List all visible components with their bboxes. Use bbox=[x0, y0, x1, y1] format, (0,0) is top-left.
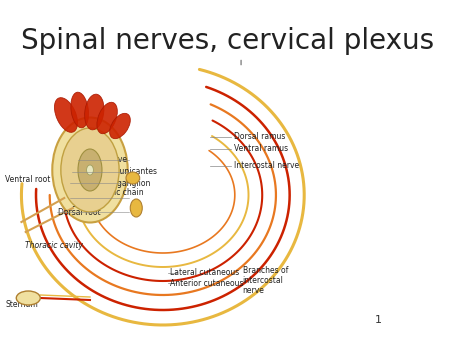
Text: Ventral root: Ventral root bbox=[5, 175, 50, 184]
Ellipse shape bbox=[97, 102, 117, 134]
Text: Rami communicantes: Rami communicantes bbox=[74, 167, 157, 176]
Ellipse shape bbox=[78, 149, 102, 191]
Ellipse shape bbox=[52, 118, 128, 222]
Text: Thoracic cavity: Thoracic cavity bbox=[26, 241, 83, 249]
Text: Dorsal root: Dorsal root bbox=[58, 208, 101, 217]
Text: Spinal nerve: Spinal nerve bbox=[80, 155, 127, 164]
Text: Anterior cutaneous: Anterior cutaneous bbox=[170, 279, 243, 288]
Text: Dorsal root ganglion: Dorsal root ganglion bbox=[72, 179, 150, 188]
Ellipse shape bbox=[16, 291, 40, 305]
Ellipse shape bbox=[71, 92, 89, 128]
Text: Spinal nerves, cervical plexus: Spinal nerves, cervical plexus bbox=[22, 27, 435, 54]
Ellipse shape bbox=[54, 98, 77, 132]
Text: 1: 1 bbox=[374, 315, 381, 325]
Ellipse shape bbox=[85, 94, 104, 130]
Ellipse shape bbox=[86, 165, 94, 175]
Ellipse shape bbox=[130, 199, 142, 217]
Text: Dorsal ramus: Dorsal ramus bbox=[234, 132, 285, 141]
Text: Branches of
intercostal
nerve: Branches of intercostal nerve bbox=[243, 266, 288, 295]
Text: Lateral cutaneous: Lateral cutaneous bbox=[170, 268, 239, 277]
Ellipse shape bbox=[61, 128, 119, 212]
Text: Sternum: Sternum bbox=[5, 300, 38, 309]
Text: Intercostal nerve: Intercostal nerve bbox=[234, 161, 299, 170]
Text: Sympathetic chain
ganglion: Sympathetic chain ganglion bbox=[72, 188, 144, 208]
Ellipse shape bbox=[126, 172, 140, 184]
Ellipse shape bbox=[110, 113, 130, 139]
Text: Ventral ramus: Ventral ramus bbox=[234, 144, 288, 153]
